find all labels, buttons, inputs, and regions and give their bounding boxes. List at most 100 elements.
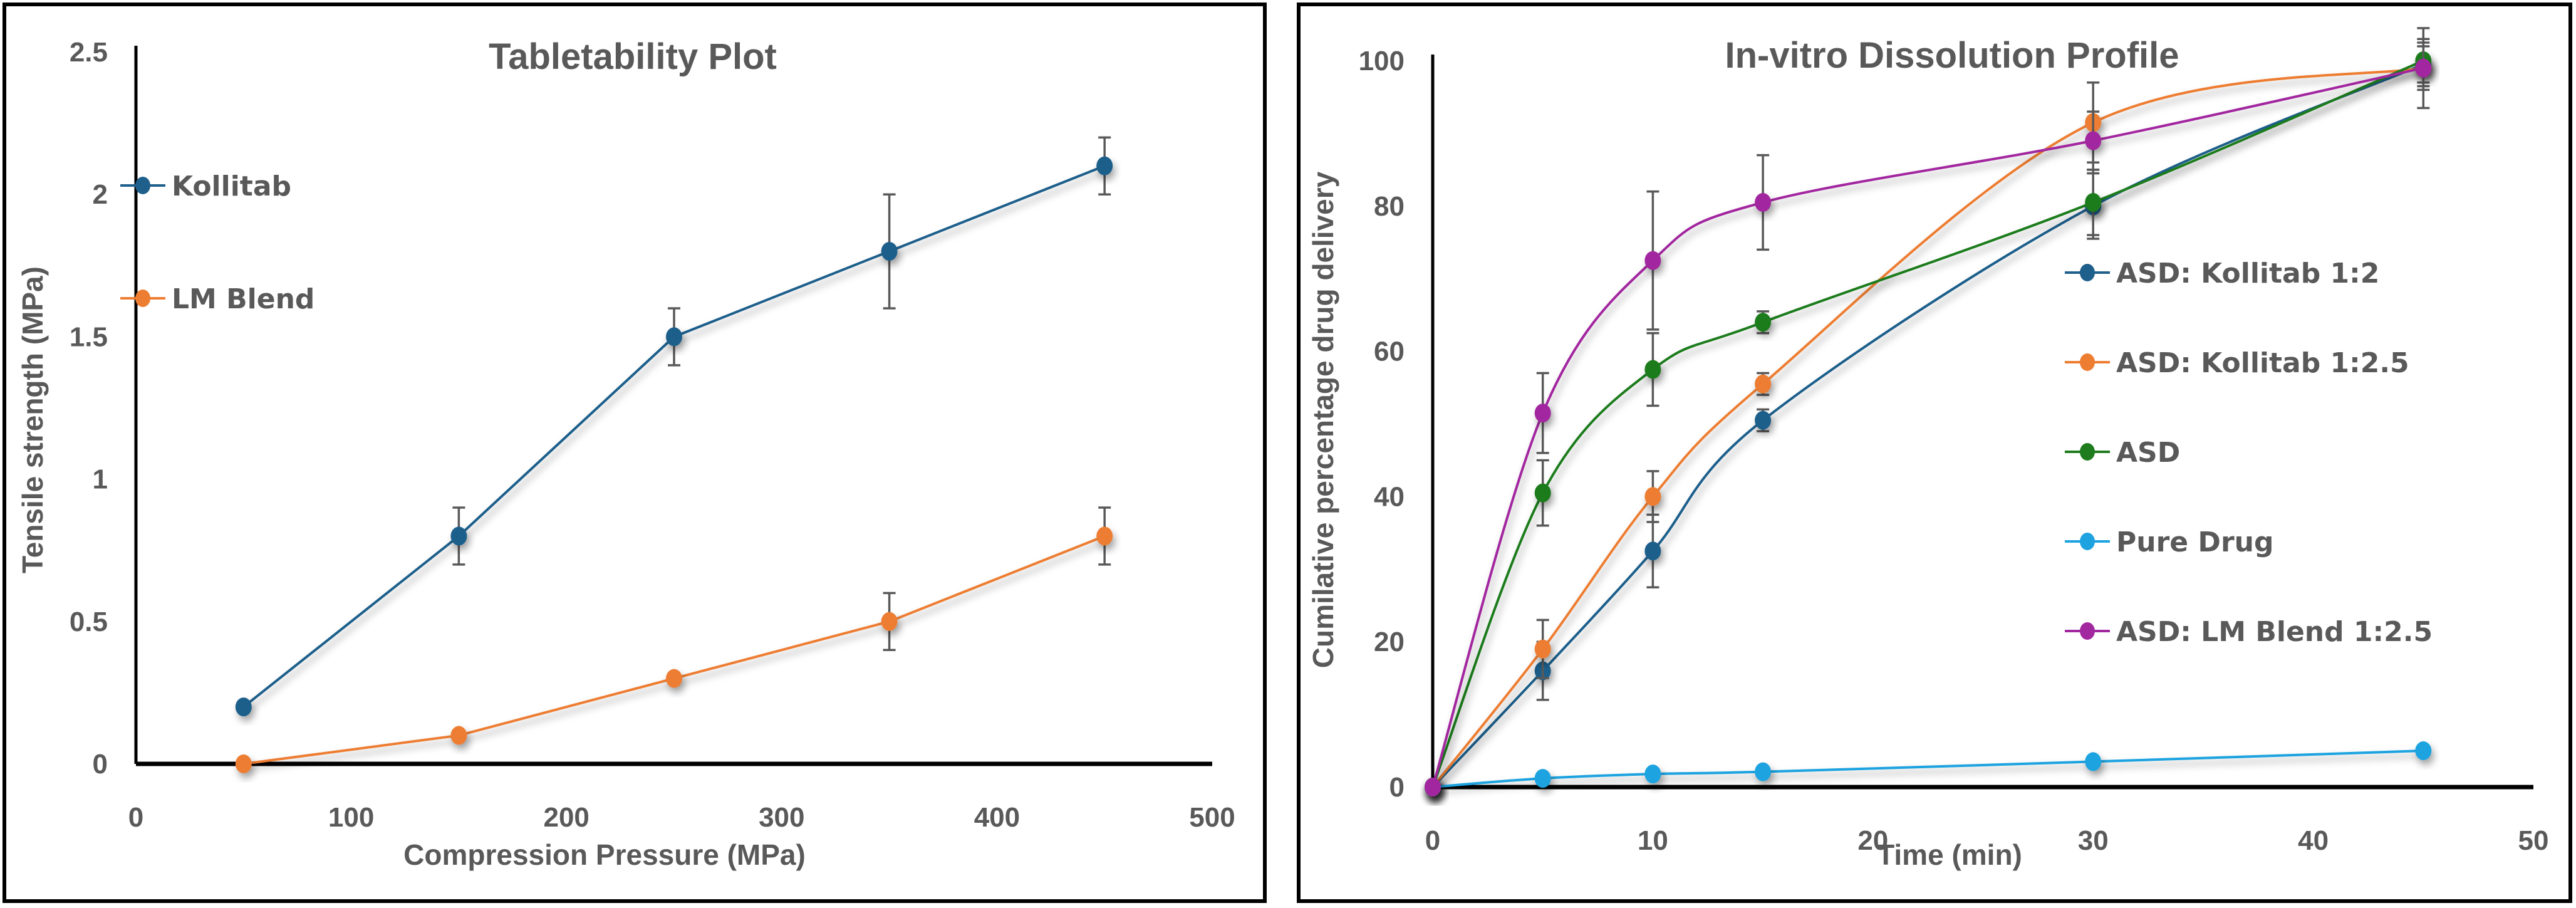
legend-label: ASD: Kollitab 1:2 <box>2116 258 2379 290</box>
x-tick-label: 0 <box>1425 825 1440 856</box>
data-point <box>2085 193 2102 212</box>
data-point <box>1644 251 1661 270</box>
series-lm-blend <box>235 506 1113 773</box>
data-point <box>1755 410 1772 430</box>
series-pure-drug <box>1425 741 2432 796</box>
x-tick-label: 200 <box>543 802 589 833</box>
data-point <box>881 612 898 631</box>
x-tick-label: 20 <box>1857 825 1888 856</box>
legend-item: Pure Drug <box>2065 526 2273 558</box>
y-tick-label: 60 <box>1374 337 1405 367</box>
legend-item: ASD: LM Blend 1:2.5 <box>2065 616 2433 648</box>
data-point <box>235 697 252 717</box>
x-tick-label: 300 <box>759 802 804 833</box>
data-point <box>1644 360 1661 379</box>
series-asd-kollitab-1-2 <box>1425 41 2432 796</box>
data-point <box>1096 526 1113 546</box>
data-point <box>2085 752 2102 771</box>
tabletability-chart-panel: Tabletability Plot Compression Pressure … <box>3 3 1267 903</box>
data-point <box>1534 769 1551 788</box>
data-point <box>1534 404 1551 423</box>
data-point <box>2085 131 2102 150</box>
series-line <box>1431 60 2424 788</box>
y-tick-label: 40 <box>1374 481 1405 512</box>
series-kollitab <box>235 136 1113 717</box>
legend-item: Kollitab <box>120 170 291 202</box>
y-tick-label: 100 <box>1359 46 1405 76</box>
tabletability-chart: Tabletability Plot Compression Pressure … <box>16 36 1235 871</box>
data-point <box>1644 764 1661 784</box>
legend-marker <box>2080 443 2095 461</box>
data-point <box>1755 193 1772 212</box>
legend-item: ASD: Kollitab 1:2 <box>2065 258 2379 290</box>
legend-label: ASD: LM Blend 1:2.5 <box>2116 616 2433 648</box>
x-tick-label: 40 <box>2298 825 2329 856</box>
x-tick-label: 50 <box>2518 825 2549 856</box>
x-tick-label: 400 <box>974 802 1020 833</box>
legend-marker <box>2080 353 2095 371</box>
x-tick-label: 500 <box>1189 802 1235 833</box>
legend-marker <box>135 290 150 307</box>
x-axis-label: Time (min) <box>1877 838 2022 871</box>
x-tick-label: 10 <box>1638 825 1668 856</box>
data-point <box>450 526 467 546</box>
legend-label: ASD <box>2116 437 2180 469</box>
data-point <box>666 669 682 688</box>
dissolution-chart: In-vitro Dissolution Profile Time (min) … <box>1307 27 2549 871</box>
legend-marker <box>2080 533 2095 550</box>
data-point <box>1096 156 1113 175</box>
y-tick-label: 1.5 <box>70 321 108 352</box>
x-tick-label: 0 <box>128 802 143 833</box>
chart-title: In-vitro Dissolution Profile <box>1725 35 2179 76</box>
series-line <box>1431 66 2424 788</box>
x-tick-label: 30 <box>2078 825 2109 856</box>
legend-marker <box>2080 622 2095 640</box>
y-tick-label: 1 <box>93 464 108 495</box>
series-asd-kollitab-1-2-5 <box>1425 45 2432 796</box>
y-tick-label: 0 <box>1389 772 1405 803</box>
data-point <box>1534 639 1551 659</box>
data-point <box>1425 778 1441 796</box>
data-point <box>1644 487 1661 506</box>
data-point <box>2415 58 2432 78</box>
data-point <box>1755 762 1772 781</box>
data-point <box>1534 483 1551 503</box>
y-axis-label: Cumilative percentage drug delivery <box>1307 171 1339 668</box>
series-line <box>1432 749 2424 788</box>
data-point <box>1755 374 1772 394</box>
y-axis-label: Tensile strength (MPa) <box>16 266 49 573</box>
y-tick-label: 2.5 <box>70 37 108 68</box>
chart-title: Tabletability Plot <box>489 36 777 77</box>
data-point <box>1755 313 1772 332</box>
series-line <box>242 164 1105 708</box>
dissolution-chart-panel: In-vitro Dissolution Profile Time (min) … <box>1297 3 2572 903</box>
y-tick-label: 0.5 <box>70 607 108 637</box>
legend-marker <box>135 177 150 194</box>
legend-marker <box>2080 264 2095 281</box>
series-asd <box>1425 38 2432 796</box>
data-point <box>2415 741 2432 761</box>
x-axis-label: Compression Pressure (MPa) <box>403 838 806 871</box>
series-line <box>243 535 1105 765</box>
y-tick-label: 20 <box>1374 627 1405 657</box>
legend-label: Kollitab <box>172 170 291 202</box>
data-point <box>881 242 898 261</box>
data-point <box>666 327 682 347</box>
data-point <box>235 754 252 773</box>
x-tick-label: 100 <box>328 802 374 833</box>
y-tick-label: 80 <box>1374 191 1405 222</box>
legend-label: LM Blend <box>172 283 314 315</box>
y-tick-label: 0 <box>93 749 108 780</box>
data-point <box>1644 541 1661 561</box>
series-line <box>1431 63 2424 788</box>
legend-item: ASD <box>2065 437 2180 469</box>
legend-item: LM Blend <box>120 283 314 315</box>
plot-area: 0 100 200 300 400 500 0 0.5 1 1.5 2 2.5 Kollitab LM B… <box>70 37 1235 833</box>
data-point <box>450 726 467 745</box>
series-line <box>1431 66 2424 788</box>
series-asd-lm-blend-1-2-5 <box>1425 27 2432 796</box>
legend-item: ASD: Kollitab 1:2.5 <box>2065 347 2409 379</box>
plot-area: 0 10 20 30 40 50 0 20 40 60 80 100 ASD: Kollitab 1:2… <box>1359 27 2549 856</box>
y-tick-label: 2 <box>93 179 108 210</box>
legend-label: ASD: Kollitab 1:2.5 <box>2116 347 2409 379</box>
